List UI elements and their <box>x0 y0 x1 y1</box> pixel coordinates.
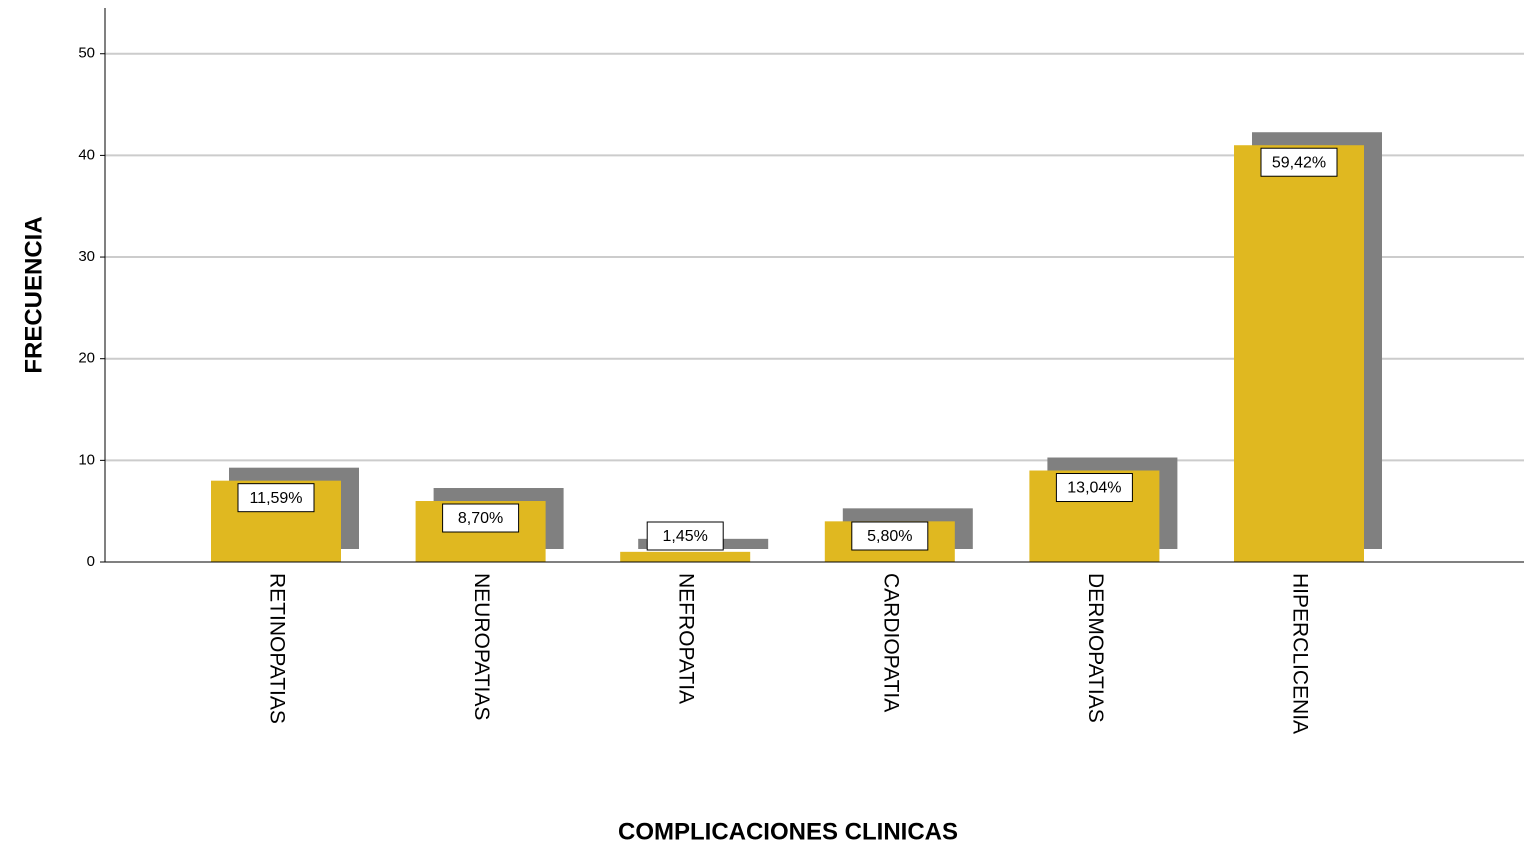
x-tick-label: CARDIOPATIA <box>879 573 902 712</box>
x-tick-label: NEFROPATIA <box>675 573 698 704</box>
y-tick-label: 50 <box>78 45 95 62</box>
value-label: 1,45% <box>663 528 708 545</box>
x-tick-label: DERMOPATIAS <box>1084 573 1107 723</box>
value-label-box <box>1055 473 1133 503</box>
y-tick-label: 0 <box>87 553 95 570</box>
value-label: 59,42% <box>1272 154 1326 171</box>
y-tick-label: 30 <box>78 248 95 265</box>
x-tick-label: HIPERCLICENIA <box>1288 573 1311 734</box>
bar <box>620 551 751 562</box>
value-label-box <box>237 483 315 513</box>
y-axis-title: FRECUENCIA <box>20 216 47 373</box>
value-label-box <box>1260 147 1338 177</box>
value-label: 5,80% <box>867 528 912 545</box>
value-label: 11,59% <box>249 490 302 507</box>
y-tick-label: 40 <box>78 146 95 163</box>
bar <box>1234 145 1364 562</box>
y-tick-label: 20 <box>78 350 95 367</box>
y-tick-label: 10 <box>78 451 95 468</box>
x-tick-label: NEUROPATIAS <box>470 573 493 720</box>
x-tick-label: RETINOPATIAS <box>265 573 288 724</box>
value-label-box <box>851 521 929 551</box>
value-label: 8,70% <box>458 510 503 527</box>
value-label-box <box>442 503 520 533</box>
value-label: 13,04% <box>1067 480 1121 497</box>
value-label-box <box>646 521 724 551</box>
x-axis-title: COMPLICACIONES CLINICAS <box>618 818 958 845</box>
